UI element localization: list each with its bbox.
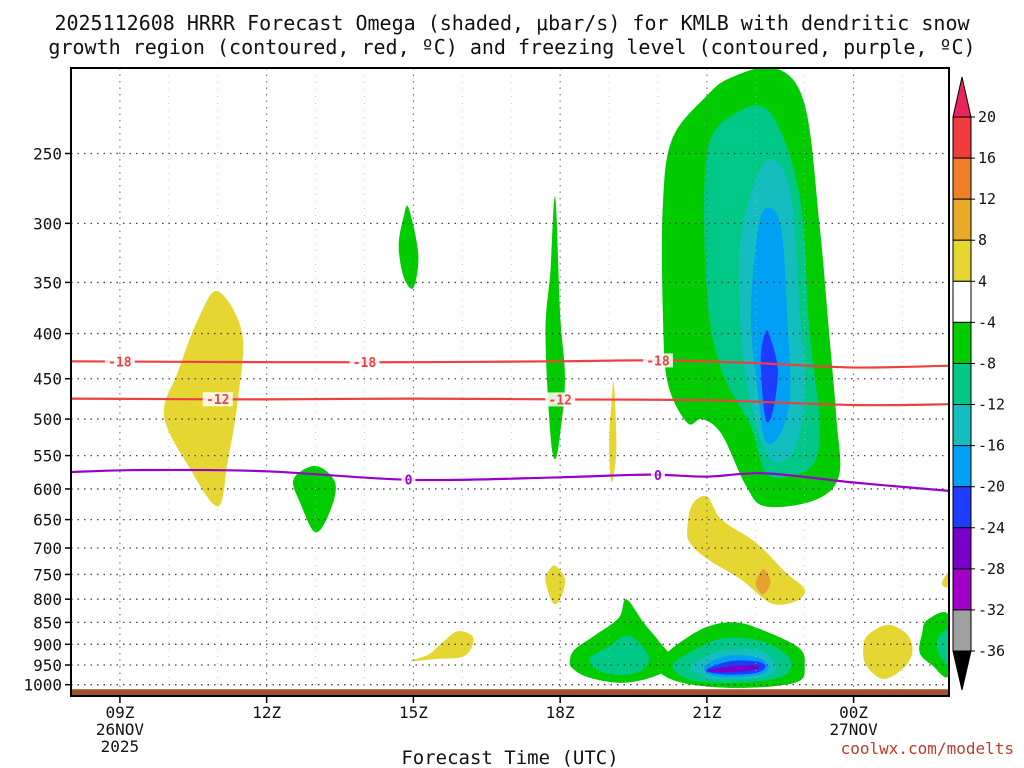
credit-text[interactable]: coolwx.com/modelts bbox=[841, 739, 1014, 758]
omega-region-pos-z bbox=[941, 571, 949, 588]
colorbar-label: -20 bbox=[978, 478, 1005, 496]
xtick-label-00Z: 00Z bbox=[839, 703, 868, 722]
omega-region-pos-w bbox=[863, 624, 913, 679]
ground-band bbox=[71, 689, 949, 696]
contour-label--12: -12 bbox=[206, 393, 229, 408]
contour-label-bg bbox=[349, 355, 380, 370]
contour-label-bg bbox=[642, 353, 673, 368]
xtick-label-26NOV: 26NOV bbox=[96, 720, 145, 739]
plot-frame bbox=[70, 67, 950, 697]
xtick-label-18Z: 18Z bbox=[546, 703, 575, 722]
contour-label--18: -18 bbox=[353, 356, 377, 371]
omega-shading bbox=[163, 68, 949, 688]
omega-region-neg-j bbox=[760, 330, 778, 423]
colorbar-label: 8 bbox=[978, 231, 987, 249]
colorbar-label: -24 bbox=[978, 519, 1005, 537]
colorbar-swatch bbox=[952, 568, 972, 611]
xtick-label-21Z: 21Z bbox=[692, 703, 721, 722]
chart-title-line1: 2025112608 HRRR Forecast Omega (shaded, … bbox=[54, 11, 970, 35]
contour-label-0: 0 bbox=[405, 474, 413, 489]
colorbar-label: -28 bbox=[978, 560, 1005, 578]
colorbar-swatch bbox=[952, 116, 972, 159]
colorbar-label: 4 bbox=[978, 272, 987, 290]
ytick-label-400: 400 bbox=[33, 325, 62, 344]
omega-region-pos-k bbox=[687, 495, 805, 605]
xtick-label-15Z: 15Z bbox=[399, 703, 428, 722]
chart-title-line2: growth region (contoured, red, ºC) and f… bbox=[48, 35, 975, 59]
x-axis-label: Forecast Time (UTC) bbox=[401, 747, 618, 768]
xtick-label-09Z: 09Z bbox=[105, 703, 134, 722]
ytick-label-950: 950 bbox=[33, 656, 62, 675]
colorbar-swatch bbox=[952, 280, 972, 323]
omega-region-neg-x bbox=[919, 612, 949, 678]
ytick-label-800: 800 bbox=[33, 590, 62, 609]
colorbar-label: -12 bbox=[978, 396, 1005, 414]
contour-label-bg bbox=[202, 392, 233, 407]
contour-label--12: -12 bbox=[548, 393, 571, 408]
colorbar-label: -32 bbox=[978, 601, 1005, 619]
colorbar-swatch bbox=[952, 362, 972, 406]
contour-label--18: -18 bbox=[108, 356, 132, 371]
ytick-label-750: 750 bbox=[33, 565, 62, 584]
terrain-band bbox=[71, 689, 949, 696]
ytick-label-1000: 1000 bbox=[23, 676, 62, 695]
colorbar-swatch bbox=[952, 527, 972, 570]
colorbar-swatch bbox=[952, 198, 972, 241]
xtick-label-12Z: 12Z bbox=[252, 703, 281, 722]
ytick-label-900: 900 bbox=[33, 635, 62, 654]
contour--18 bbox=[71, 359, 949, 369]
contour-label-0: 0 bbox=[654, 469, 662, 484]
ytick-label-500: 500 bbox=[33, 410, 62, 429]
colorbar-top-triangle bbox=[952, 76, 972, 118]
contour-0 bbox=[71, 468, 949, 492]
contour-label--18: -18 bbox=[646, 354, 670, 369]
ytick-label-450: 450 bbox=[33, 370, 62, 389]
colorbar-swatch bbox=[952, 157, 972, 200]
colorbar-swatch bbox=[952, 486, 972, 529]
xtick-label-27NOV: 27NOV bbox=[830, 720, 879, 739]
omega-region-pos-l bbox=[755, 569, 771, 595]
omega-region-neg-c bbox=[398, 205, 419, 289]
colorbar-label: -36 bbox=[978, 642, 1005, 660]
colorbar-label: -8 bbox=[978, 354, 996, 372]
omega-region-neg-y bbox=[936, 629, 949, 665]
colorbar-swatch bbox=[952, 404, 972, 447]
ytick-label-300: 300 bbox=[33, 214, 62, 233]
colorbar-label: -16 bbox=[978, 437, 1005, 455]
omega-region-neg-i bbox=[750, 207, 791, 445]
colorbar-label: -4 bbox=[978, 313, 996, 331]
omega-region-pos-n bbox=[410, 631, 474, 662]
grid-lines bbox=[71, 68, 949, 696]
omega-region-neg-v bbox=[706, 664, 759, 673]
contour-label-bg bbox=[401, 472, 416, 487]
ytick-label-550: 550 bbox=[33, 447, 62, 466]
contour-label-bg bbox=[545, 392, 576, 407]
colorbar-label: 12 bbox=[978, 190, 996, 208]
ytick-label-850: 850 bbox=[33, 613, 62, 632]
ytick-label-250: 250 bbox=[33, 144, 62, 163]
colorbar: 20 16 12 8 4 -4 -8 -12 -16 -20 -24 -28 -32 -36 bbox=[952, 76, 1005, 691]
colorbar-swatch bbox=[952, 321, 972, 364]
omega-region-pos-e bbox=[609, 381, 617, 483]
contour-lines: -18 -18 -18 -12 -12 0 0 bbox=[71, 353, 949, 492]
colorbar-swatch bbox=[952, 609, 972, 652]
colorbar-swatch bbox=[952, 445, 972, 488]
colorbar-label: 20 bbox=[978, 108, 996, 126]
xtick-label-2025: 2025 bbox=[101, 737, 140, 756]
y-axis-ticks: 250 300 350 400 450 500 550 600 650 700 750 800 850 9… bbox=[23, 144, 71, 695]
contour-label-bg bbox=[650, 467, 665, 482]
ytick-label-650: 650 bbox=[33, 511, 62, 530]
omega-region-neg-b bbox=[293, 465, 336, 533]
colorbar-swatch bbox=[952, 239, 972, 282]
ytick-label-700: 700 bbox=[33, 539, 62, 558]
ytick-label-350: 350 bbox=[33, 273, 62, 292]
colorbar-label: 16 bbox=[978, 149, 996, 167]
ytick-label-600: 600 bbox=[33, 480, 62, 499]
contour-label-bg bbox=[104, 354, 135, 369]
colorbar-bottom-triangle bbox=[952, 650, 972, 691]
